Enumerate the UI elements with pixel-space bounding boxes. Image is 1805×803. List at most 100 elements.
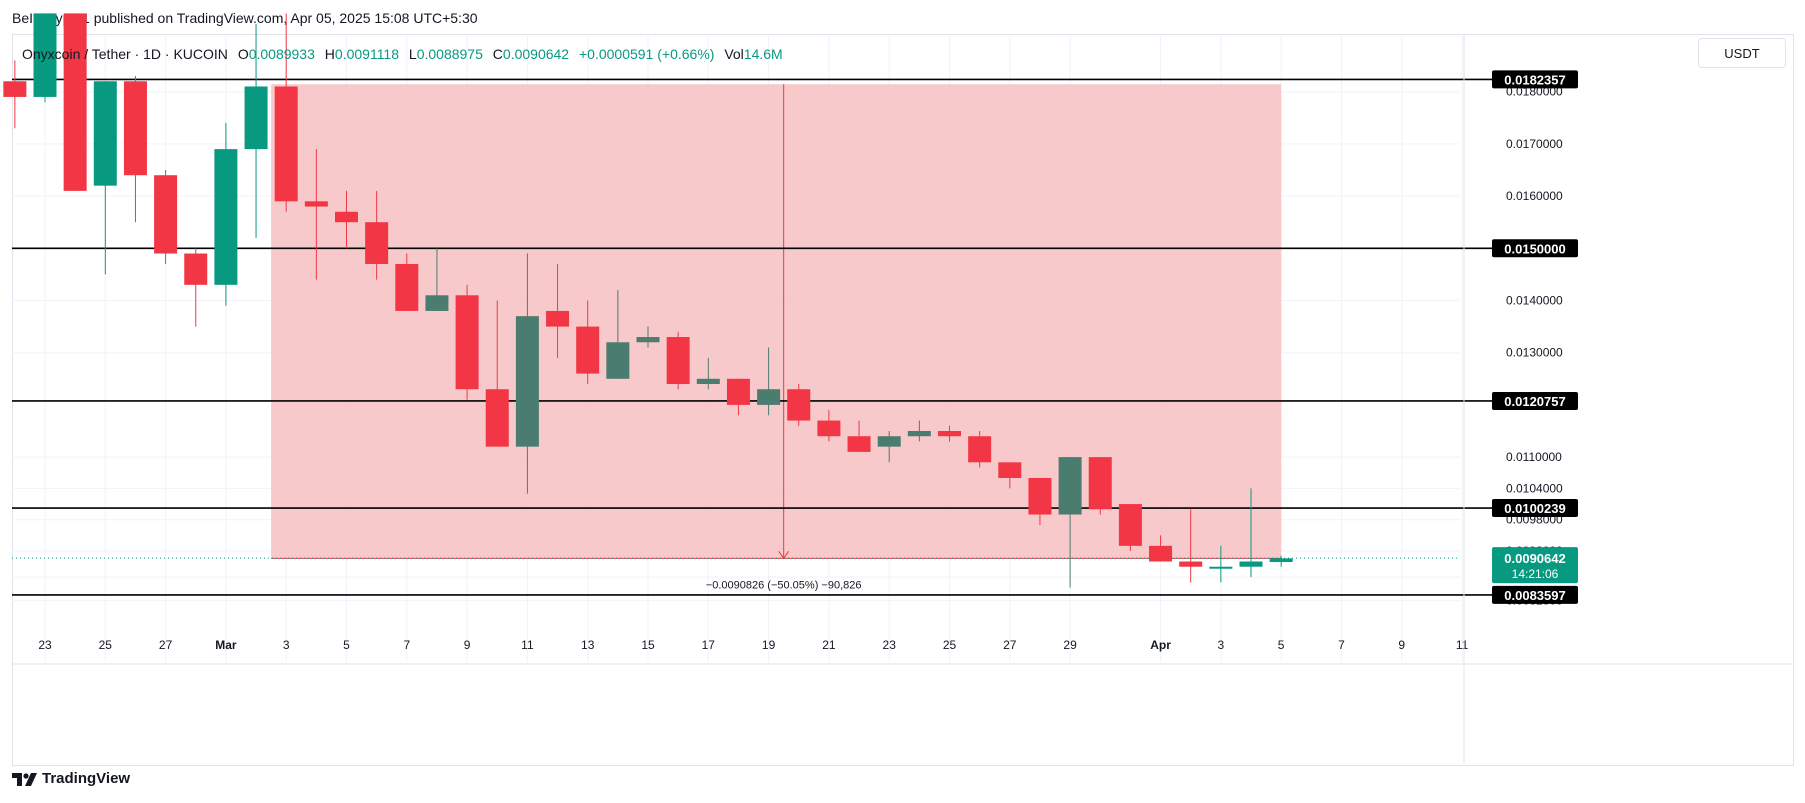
candles — [3, 13, 1293, 588]
measure-label: −0.0090826 (−50.05%) −90,826 — [706, 579, 862, 591]
candle — [606, 290, 630, 379]
date-tick-label: 3 — [1218, 638, 1225, 652]
currency-button[interactable]: USDT — [1698, 38, 1786, 68]
candle — [1088, 457, 1112, 515]
level-price-tag-bg — [1492, 585, 1578, 604]
candle-body — [938, 431, 961, 437]
tradingview-logo-icon — [12, 772, 37, 786]
candle-body — [726, 378, 750, 405]
candle-body — [425, 295, 449, 311]
candle-body — [787, 389, 811, 421]
current-price-label: 0.0090642 — [1504, 551, 1565, 566]
candle — [757, 347, 781, 416]
price-tick-label: 0.0104000 — [1506, 481, 1563, 495]
candle-body — [1088, 457, 1112, 510]
candle-body — [304, 201, 328, 207]
date-tick-label: 13 — [581, 638, 595, 652]
date-tick-label: 27 — [159, 638, 173, 652]
close-label: C — [492, 46, 503, 62]
candle-body — [757, 389, 781, 405]
candle-body — [3, 81, 27, 97]
candle-body — [123, 81, 147, 176]
candle-body — [968, 436, 992, 463]
high-value: 0.0091118 — [334, 46, 400, 62]
price-tick-label: 0.0110000 — [1506, 450, 1562, 464]
date-tick-label: 23 — [38, 638, 52, 652]
level-price-tag-bg — [1492, 70, 1578, 89]
volume-value: 14.6M — [743, 46, 783, 62]
date-tick-label: 3 — [283, 638, 290, 652]
measure-zone-fill — [271, 84, 1282, 559]
date-tick-label: 17 — [702, 638, 716, 652]
candle — [395, 253, 419, 311]
candle — [877, 431, 901, 463]
symbol-legend: Onyxcoin / Tether · 1D · KUCOIN O0.00899… — [22, 46, 783, 62]
candle-body — [847, 436, 871, 452]
date-tick-label: 27 — [1003, 638, 1017, 652]
measure-arrow-head — [778, 551, 790, 560]
date-tick-label: Apr — [1150, 638, 1171, 652]
price-axis[interactable]: 0.01800000.01700000.01600000.01400000.01… — [1492, 70, 1578, 608]
candle — [1269, 555, 1293, 567]
candle — [515, 253, 539, 494]
candle-body — [1179, 561, 1203, 567]
date-tick-label: 5 — [1278, 638, 1285, 652]
low-label: L — [408, 46, 417, 62]
candle-body — [1239, 561, 1263, 567]
candle-body — [1269, 558, 1293, 563]
candle — [968, 431, 992, 468]
candle — [666, 331, 690, 390]
candle — [546, 263, 570, 358]
candle — [576, 300, 600, 385]
change-value: +0.0000591 (+0.66%) — [578, 46, 715, 62]
candle-body — [1118, 504, 1142, 546]
date-tick-label: 5 — [343, 638, 350, 652]
candle-body — [274, 86, 298, 202]
candle — [1118, 504, 1142, 552]
time-axis[interactable]: 23 25 27 Mar 3 5 7 9 11 13 15 17 19 21 23 25 27 29 Apr 3 5 7 9… — [12, 34, 1792, 763]
candle — [33, 13, 57, 103]
candle — [1028, 477, 1052, 525]
candle — [335, 190, 358, 249]
footer-brand: TradingView — [42, 770, 131, 787]
candle-body — [154, 175, 178, 254]
candle-body — [1028, 477, 1052, 515]
low-value: 0.0088975 — [416, 46, 483, 62]
candle-body — [365, 222, 389, 264]
date-tick-label: 11 — [1456, 638, 1469, 652]
candle-body — [244, 86, 268, 150]
date-tick-label: 29 — [1063, 638, 1077, 652]
candle — [93, 81, 117, 275]
candle — [1239, 488, 1263, 578]
date-tick-label: 7 — [403, 638, 410, 652]
tradingview-logo[interactable]: TradingView — [12, 770, 130, 787]
candle — [998, 462, 1022, 489]
candle-body — [817, 420, 841, 437]
volume-label: Vol — [724, 46, 744, 62]
candle-body — [93, 81, 117, 186]
level-price-tag: 0.0120757 — [1492, 391, 1578, 410]
close-value: 0.0090642 — [502, 46, 570, 62]
date-tick-label: 21 — [822, 638, 836, 652]
candle — [938, 425, 961, 442]
candle — [1179, 509, 1203, 583]
candle — [304, 149, 328, 280]
price-tick-label: 0.0170000 — [1506, 137, 1563, 151]
candle-body — [636, 337, 660, 343]
level-price-tag-bg — [1492, 239, 1578, 258]
candle-body — [455, 295, 479, 390]
date-tick-label: Mar — [215, 638, 237, 652]
candle — [184, 248, 208, 327]
price-tick-label: 0.0130000 — [1506, 346, 1563, 360]
date-tick-label: 23 — [883, 638, 897, 652]
candle — [63, 13, 87, 191]
date-tick-label: 25 — [99, 638, 113, 652]
candle-body — [33, 13, 57, 97]
countdown-label: 14:21:06 — [1512, 567, 1559, 581]
candle-body — [576, 326, 600, 374]
chart-frame — [12, 34, 1794, 766]
candle-body — [696, 378, 720, 385]
candle — [455, 284, 479, 400]
